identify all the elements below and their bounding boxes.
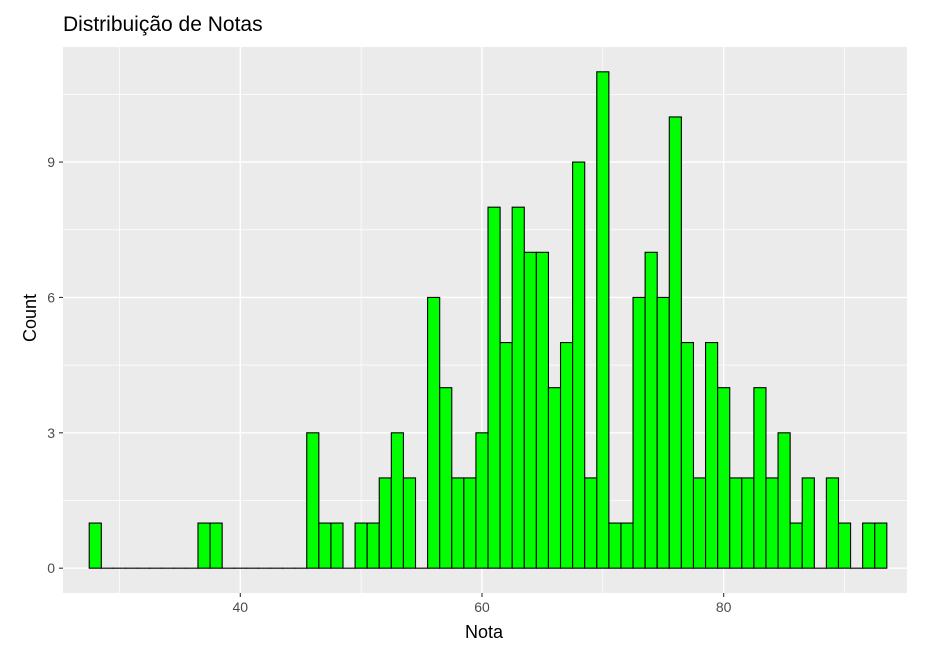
histogram-bar — [596, 71, 610, 569]
histogram-bar — [717, 387, 731, 569]
histogram-bar — [584, 477, 598, 569]
x-tick-label: 40 — [232, 599, 248, 615]
histogram-bar — [765, 477, 779, 569]
histogram-bar — [318, 522, 332, 569]
y-tick-label: 0 — [47, 560, 55, 576]
histogram-bar — [837, 522, 852, 569]
histogram-bar — [572, 161, 586, 569]
histogram-bar — [680, 342, 695, 569]
histogram-bar — [427, 296, 441, 569]
y-axis: 0 3 6 9 — [47, 154, 63, 576]
histogram-bar — [209, 522, 223, 569]
x-tick-label: 80 — [716, 599, 732, 615]
histogram-bar — [559, 342, 574, 569]
histogram-bar — [354, 522, 368, 569]
histogram-bar — [330, 522, 344, 569]
histogram-bar — [644, 251, 658, 569]
histogram-bar — [499, 342, 513, 569]
y-axis-title: Count — [20, 294, 40, 342]
histogram-bar — [475, 432, 489, 569]
y-tick-label: 6 — [47, 289, 55, 305]
y-tick-label: 3 — [47, 425, 55, 441]
histogram-bar — [741, 477, 755, 569]
y-tick-label: 9 — [47, 154, 55, 170]
histogram-bar — [704, 342, 719, 569]
histogram-bar — [88, 522, 102, 569]
histogram-bar — [378, 477, 392, 569]
chart-title: Distribuição de Notas — [63, 13, 263, 36]
histogram-bar — [753, 387, 767, 569]
bars — [88, 71, 888, 569]
histogram-bar — [535, 251, 549, 569]
histogram-bar — [439, 387, 453, 569]
x-tick-label: 60 — [474, 599, 490, 615]
x-axis-title: Nota — [465, 622, 504, 642]
histogram-bar — [306, 432, 320, 569]
histogram-bar — [402, 477, 417, 569]
histogram-bar — [777, 432, 791, 569]
histogram-bar — [656, 296, 670, 569]
histogram-bar — [668, 116, 682, 569]
histogram-bar — [801, 477, 815, 569]
histogram-bar — [632, 296, 646, 569]
histogram-bar — [451, 477, 465, 569]
histogram-bar — [729, 477, 743, 569]
histogram-bar — [487, 206, 501, 569]
histogram-bar — [547, 387, 562, 569]
x-axis: 40 60 80 — [232, 593, 732, 615]
histogram-bar — [463, 477, 477, 569]
histogram-bar — [692, 477, 707, 569]
histogram-bar — [874, 522, 888, 569]
histogram-bar — [862, 522, 876, 569]
histogram-bar — [825, 477, 840, 569]
histogram-bar — [620, 522, 634, 569]
histogram-bar — [789, 522, 803, 569]
histogram-bar — [523, 251, 537, 569]
histogram-bar — [366, 522, 380, 569]
histogram-bar — [197, 522, 211, 569]
histogram-bar — [511, 206, 525, 569]
histogram-bar — [608, 522, 622, 569]
histogram-bar — [390, 432, 404, 569]
